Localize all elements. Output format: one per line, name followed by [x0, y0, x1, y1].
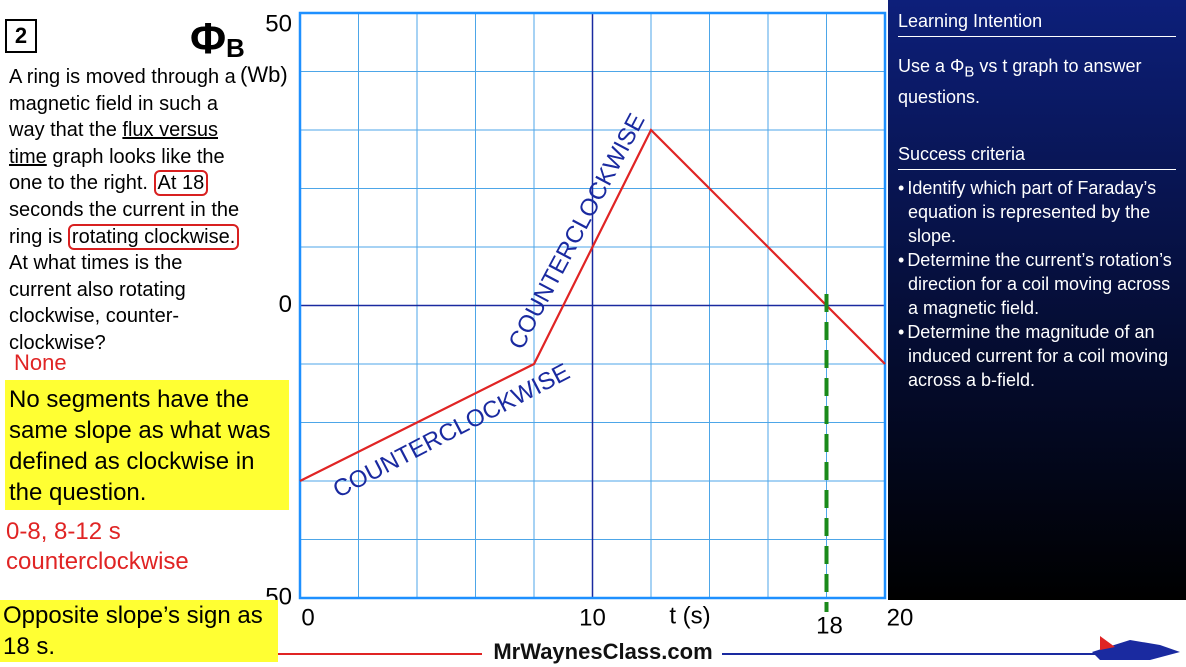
x-tick-label: 0 — [301, 604, 314, 631]
footer-site: MrWaynesClass.com — [493, 639, 712, 664]
answer-counterclockwise: 0-8, 8-12 s counterclockwise — [6, 518, 189, 575]
y-axis-symbol: Φ — [190, 15, 226, 64]
question-line: time graph looks like the — [9, 144, 239, 171]
y-axis-unit: (Wb) — [240, 62, 288, 87]
x-axis-label: t (s) — [669, 602, 710, 629]
flux-line — [299, 128, 886, 482]
question-text: clockwise, counter- — [9, 305, 180, 328]
question: A ring is moved through a magnetic field … — [9, 64, 240, 357]
intention-part: vs t graph to answer questions. — [898, 56, 1142, 107]
y-axis-subscript: B — [226, 33, 245, 63]
question-text: seconds the current in the — [9, 198, 240, 221]
question-text: flux versus — [122, 119, 218, 142]
plot-border — [298, 11, 887, 600]
question-text: A ring is moved through a — [9, 66, 236, 88]
question-text: ring is — [9, 225, 68, 248]
rocket-icon — [1092, 640, 1180, 660]
criterion: Identify which part of Faraday’s equatio… — [894, 176, 1179, 248]
time-marker-label: 18 — [816, 612, 843, 639]
y-tick-label: 0 — [279, 291, 292, 318]
slide-number: 2 — [5, 19, 37, 53]
side-panel: Learning Intention Use a ΦB vs t graph t… — [888, 0, 1186, 600]
question-text: magnetic field in such a — [9, 92, 219, 115]
question-line: clockwise, counter- — [9, 303, 239, 330]
question-text: graph looks like the — [46, 145, 225, 168]
intention-part: B — [964, 63, 975, 81]
criterion: Determine the current’s rotation’s direc… — [894, 248, 1179, 320]
rocket-fin — [1100, 636, 1115, 650]
x-tick-label: 20 — [887, 604, 914, 631]
panel-heading: Learning Intention — [898, 11, 1176, 37]
y-tick-label: 50 — [265, 10, 292, 37]
x-tick-label: 10 — [579, 604, 606, 631]
question-text: At what times is the — [9, 252, 183, 275]
question-text: time — [9, 145, 47, 168]
question-line: ring is rotating clockwise. — [9, 223, 240, 251]
criterion: Determine the magnitude of an induced cu… — [894, 320, 1179, 392]
segment-annotation: COUNTERCLOCKWISE — [503, 109, 650, 354]
question-text: one to the right. — [9, 172, 154, 195]
question-line: way that the flux versus — [9, 117, 239, 144]
intention-part: Use a Φ — [898, 56, 965, 76]
question-line: one to the right. At 18 — [9, 170, 239, 197]
answer-counterclockwise-reason: Opposite slope’s sign as 18 s. — [0, 600, 278, 662]
question-line: magnetic field in such a — [9, 91, 239, 118]
criteria-list: Identify which part of Faraday’s equatio… — [894, 176, 1179, 392]
panel-heading: Success criteria — [898, 144, 1176, 170]
plot — [298, 11, 887, 600]
question-text: At 18 — [153, 170, 209, 197]
question-text: rotating clockwise. — [67, 223, 240, 250]
question-line: current also rotating — [9, 277, 239, 304]
question-text: current also rotating — [9, 278, 186, 301]
answer-clockwise-reason: No segments have the same slope as what … — [5, 380, 289, 510]
question-line: clockwise? — [9, 330, 239, 357]
question-line: seconds the current in the — [9, 197, 239, 224]
question-line: At what times is the — [9, 250, 239, 277]
segment-annotation: COUNTERCLOCKWISE — [329, 358, 574, 503]
question-text: way that the — [9, 119, 123, 142]
question-text: clockwise? — [9, 331, 106, 354]
question-line: A ring is moved through a — [9, 64, 239, 91]
answer-clockwise: None — [14, 350, 67, 375]
intention-text: Use a ΦB vs t graph to answer questions. — [898, 54, 1178, 109]
